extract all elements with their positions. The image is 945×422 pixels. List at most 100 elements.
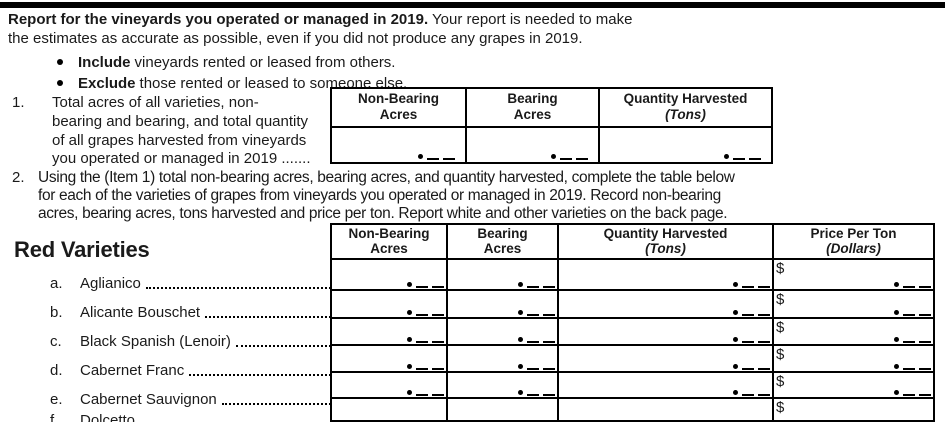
entry-cell-quantity-harvested[interactable] xyxy=(557,260,772,289)
dollar-sign: $ xyxy=(776,319,785,336)
answer-blank xyxy=(724,154,761,160)
dotted-leader xyxy=(205,316,331,318)
entry-cell-price-per-ton[interactable]: $ xyxy=(772,399,933,420)
answer-blank xyxy=(518,364,555,370)
entry-cell-bearing-acres[interactable] xyxy=(446,319,557,344)
bullet-dot-icon xyxy=(57,59,63,65)
decimal-point-icon xyxy=(894,337,899,342)
decimal-point-icon xyxy=(407,282,412,287)
decimal-point-icon xyxy=(894,310,899,315)
entry-cell-price-per-ton[interactable]: $ xyxy=(772,260,933,289)
entry-cell-non-bearing-acres[interactable] xyxy=(332,291,446,317)
entry-cell-bearing-acres[interactable] xyxy=(446,373,557,397)
column-header-non-bearing-acres: Non-Bearing Acres xyxy=(348,226,430,256)
column-header-bearing-acres: Bearing Acres xyxy=(465,89,598,126)
entry-cell-quantity-harvested[interactable] xyxy=(557,399,772,420)
decimal-point-icon xyxy=(418,154,423,159)
entry-cell-total-quantity-harvested[interactable] xyxy=(598,128,771,162)
dotted-leader xyxy=(221,403,331,405)
variety-label-row-f: f. Dolcetto xyxy=(50,412,136,422)
entry-cell-price-per-ton[interactable]: $ xyxy=(772,319,933,344)
red-varieties-table: Non-Bearing Acres Bearing Acres Quantity… xyxy=(330,223,935,422)
decimal-point-icon xyxy=(407,364,412,369)
entry-cell-bearing-acres[interactable] xyxy=(446,291,557,317)
variety-label-aglianico: a. Aglianico xyxy=(50,275,332,292)
column-header-bearing-acres: Bearing Acres xyxy=(446,225,557,258)
answer-blank xyxy=(894,364,931,370)
answer-blank xyxy=(733,337,770,343)
entry-cell-non-bearing-acres[interactable] xyxy=(332,260,446,289)
intro-line2: the estimates as accurate as possible, e… xyxy=(8,29,583,47)
variety-label-cabernet-franc: d. Cabernet Franc xyxy=(50,362,332,379)
entry-cell-total-non-bearing-acres[interactable] xyxy=(332,128,465,162)
intro-text: Report for the vineyards you operated or… xyxy=(8,11,848,48)
table-row-alicante-bouschet: $ xyxy=(332,289,933,317)
entry-cell-total-bearing-acres[interactable] xyxy=(465,128,598,162)
decimal-point-icon xyxy=(407,337,412,342)
entry-cell-non-bearing-acres[interactable] xyxy=(332,399,446,420)
top-rule xyxy=(0,2,945,8)
table1-header-row: Non-Bearing Acres Bearing Acres Quantity… xyxy=(332,89,771,126)
answer-blank xyxy=(894,282,931,288)
decimal-point-icon xyxy=(407,310,412,315)
answer-blank xyxy=(733,310,770,316)
decimal-point-icon xyxy=(551,154,556,159)
entry-cell-bearing-acres[interactable] xyxy=(446,260,557,289)
entry-cell-quantity-harvested[interactable] xyxy=(557,346,772,371)
decimal-point-icon xyxy=(894,364,899,369)
column-header-price-per-ton: Price Per Ton (Dollars) xyxy=(772,225,933,258)
decimal-point-icon xyxy=(733,337,738,342)
decimal-point-icon xyxy=(724,154,729,159)
answer-blank xyxy=(733,364,770,370)
decimal-point-icon xyxy=(733,390,738,395)
item1-text: Total acres of all varieties, non- beari… xyxy=(52,94,311,168)
table-row-aglianico: $ xyxy=(332,258,933,289)
section-heading-red-varieties: Red Varieties xyxy=(14,237,150,262)
entry-cell-price-per-ton[interactable]: $ xyxy=(772,291,933,317)
bullet-dot-icon xyxy=(57,80,63,86)
dollar-sign: $ xyxy=(776,399,785,416)
dotted-leader xyxy=(235,345,331,347)
entry-cell-non-bearing-acres[interactable] xyxy=(332,346,446,371)
item1-number: 1. xyxy=(12,94,25,111)
answer-blank xyxy=(894,310,931,316)
intro-line1: Report for the vineyards you operated or… xyxy=(8,11,633,28)
decimal-point-icon xyxy=(733,310,738,315)
column-header-quantity-harvested: Quantity Harvested (Tons) xyxy=(557,225,772,258)
entry-cell-bearing-acres[interactable] xyxy=(446,346,557,371)
answer-blank xyxy=(733,282,770,288)
answer-blank xyxy=(418,154,455,160)
answer-blank xyxy=(407,310,444,316)
answer-blank xyxy=(733,390,770,396)
answer-blank xyxy=(407,390,444,396)
column-header-quantity-harvested: Quantity Harvested (Tons) xyxy=(598,89,771,126)
dollar-sign: $ xyxy=(776,260,785,277)
table-row-f: $ xyxy=(332,397,933,420)
answer-blank xyxy=(407,282,444,288)
item2-text: Using the (Item 1) total non-bearing acr… xyxy=(38,169,735,223)
item1-totals-table: Non-Bearing Acres Bearing Acres Quantity… xyxy=(330,87,773,164)
decimal-point-icon xyxy=(518,390,523,395)
entry-cell-non-bearing-acres[interactable] xyxy=(332,319,446,344)
entry-cell-quantity-harvested[interactable] xyxy=(557,373,772,397)
entry-cell-price-per-ton[interactable]: $ xyxy=(772,346,933,371)
table1-entry-row xyxy=(332,126,771,162)
decimal-point-icon xyxy=(733,282,738,287)
decimal-point-icon xyxy=(518,364,523,369)
entry-cell-bearing-acres[interactable] xyxy=(446,399,557,420)
dollar-sign: $ xyxy=(776,346,785,363)
answer-blank xyxy=(407,337,444,343)
decimal-point-icon xyxy=(733,364,738,369)
decimal-point-icon xyxy=(894,390,899,395)
variety-label-cabernet-sauvignon: e. Cabernet Sauvignon xyxy=(50,391,332,408)
entry-cell-non-bearing-acres[interactable] xyxy=(332,373,446,397)
answer-blank xyxy=(894,337,931,343)
entry-cell-price-per-ton[interactable]: $ xyxy=(772,373,933,397)
variety-label-alicante-bouschet: b. Alicante Bouschet xyxy=(50,304,332,321)
intro-bold: Report for the vineyards you operated or… xyxy=(8,11,429,28)
variety-label-black-spanish: c. Black Spanish (Lenoir) xyxy=(50,333,332,350)
entry-cell-quantity-harvested[interactable] xyxy=(557,319,772,344)
bullet-include: Include vineyards rented or leased from … xyxy=(57,53,657,71)
decimal-point-icon xyxy=(518,310,523,315)
entry-cell-quantity-harvested[interactable] xyxy=(557,291,772,317)
